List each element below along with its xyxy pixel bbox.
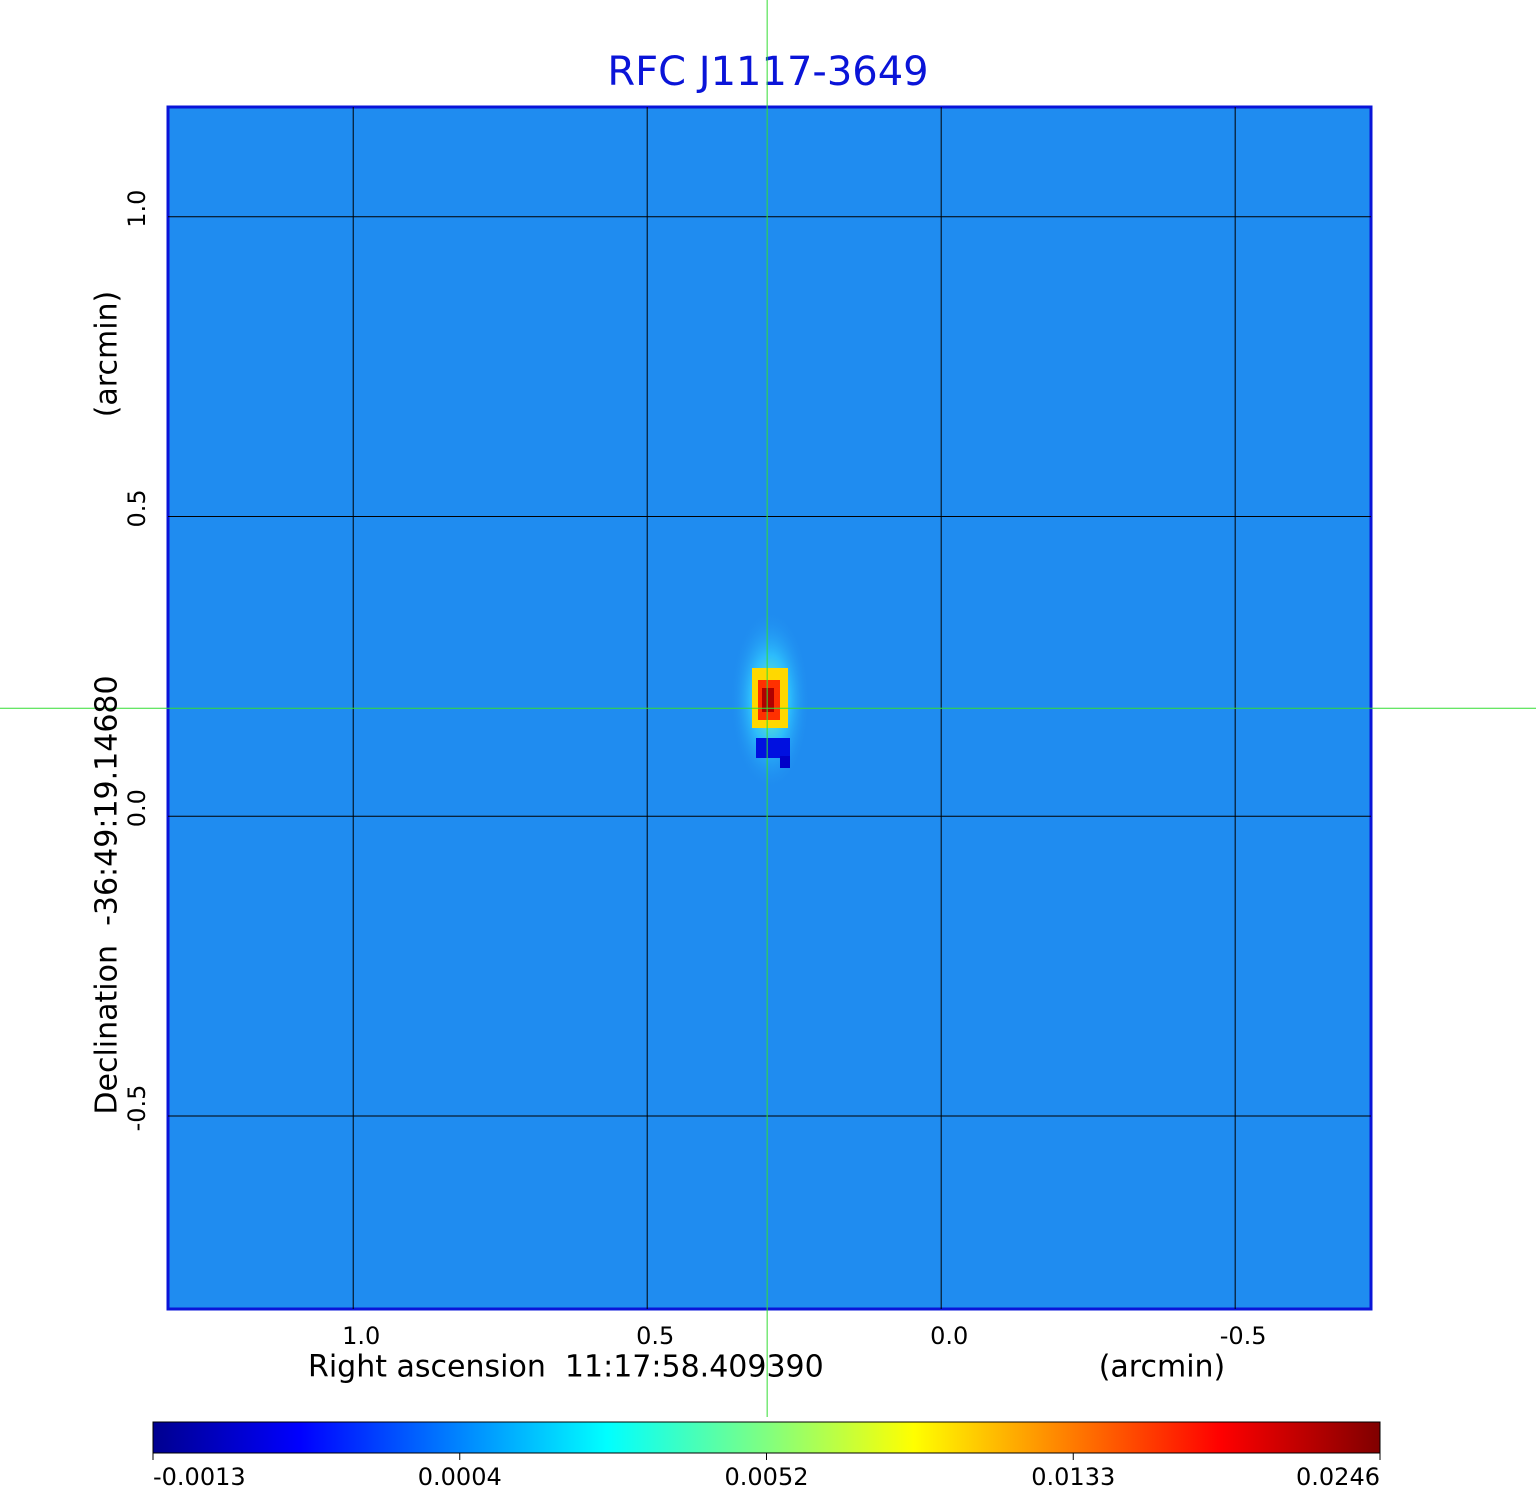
x-axis-label: Right ascension 11:17:58.409390 [308,1350,824,1385]
y-tick-label: -0.5 [123,1085,151,1132]
negative-lobe [780,756,790,768]
x-tick-label: 0.0 [930,1322,968,1350]
x-tick-label: 1.0 [342,1322,380,1350]
colorbar-tick-label: 0.0052 [725,1463,809,1491]
x-tick-label: 0.5 [636,1322,674,1350]
y-tick-label: 0.0 [123,789,151,827]
negative-lobe [756,738,790,758]
y-axis-unit: (arcmin) [90,291,125,418]
x-axis-unit: (arcmin) [1099,1350,1226,1385]
colorbar-tick-label: 0.0246 [1296,1463,1380,1491]
y-axis-label: Declination -36:49:19.14680 [90,675,125,1114]
colorbar [152,1421,1381,1454]
colorbar-tick-label: -0.0013 [153,1463,246,1491]
x-tick-label: -0.5 [1220,1322,1267,1350]
chart-title: RFC J1117-3649 [607,49,928,95]
colorbar-tick-label: 0.0133 [1031,1463,1115,1491]
colorbar-tick-label: 0.0004 [418,1463,502,1491]
source-peak [762,688,774,712]
y-tick-label: 1.0 [123,190,151,228]
y-tick-label: 0.5 [123,489,151,527]
